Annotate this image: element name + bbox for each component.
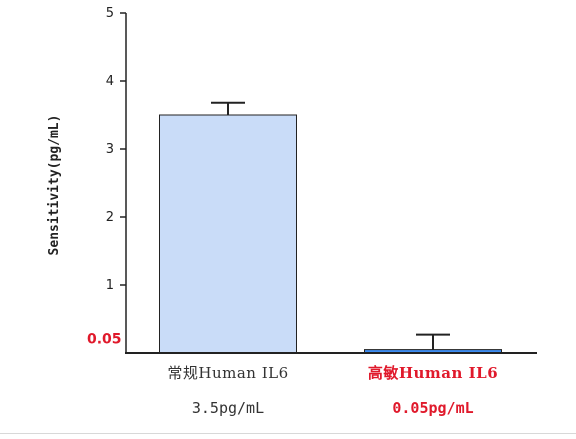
category-labels-layer: 常规Human IL6 3.5pg/mL 高敏Human IL6 0.05pg/mL [167, 364, 498, 417]
category-label-0: 常规Human IL6 [167, 364, 288, 382]
y-axis-title: Sensitivity(pg/mL) [47, 115, 62, 256]
y-tick-label-2: 3 [106, 142, 114, 157]
y-tick-label-3: 4 [106, 74, 114, 89]
baseline-annotation: 0.05 [87, 332, 122, 348]
bottom-divider [0, 433, 576, 434]
y-tick-label-4: 5 [106, 6, 114, 21]
y-tick-label-1: 2 [106, 210, 114, 225]
value-label-0: 3.5pg/mL [192, 399, 264, 417]
y-ticks-layer: 1 2 3 4 5 [106, 6, 126, 293]
category-label-1: 高敏Human IL6 [368, 364, 498, 382]
axes-layer [125, 13, 537, 354]
bars-layer [159, 114, 502, 354]
y-tick-label-0: 1 [106, 278, 114, 293]
error-bars-layer [211, 101, 450, 350]
value-label-1: 0.05pg/mL [392, 399, 473, 417]
bar-0 [159, 114, 297, 354]
